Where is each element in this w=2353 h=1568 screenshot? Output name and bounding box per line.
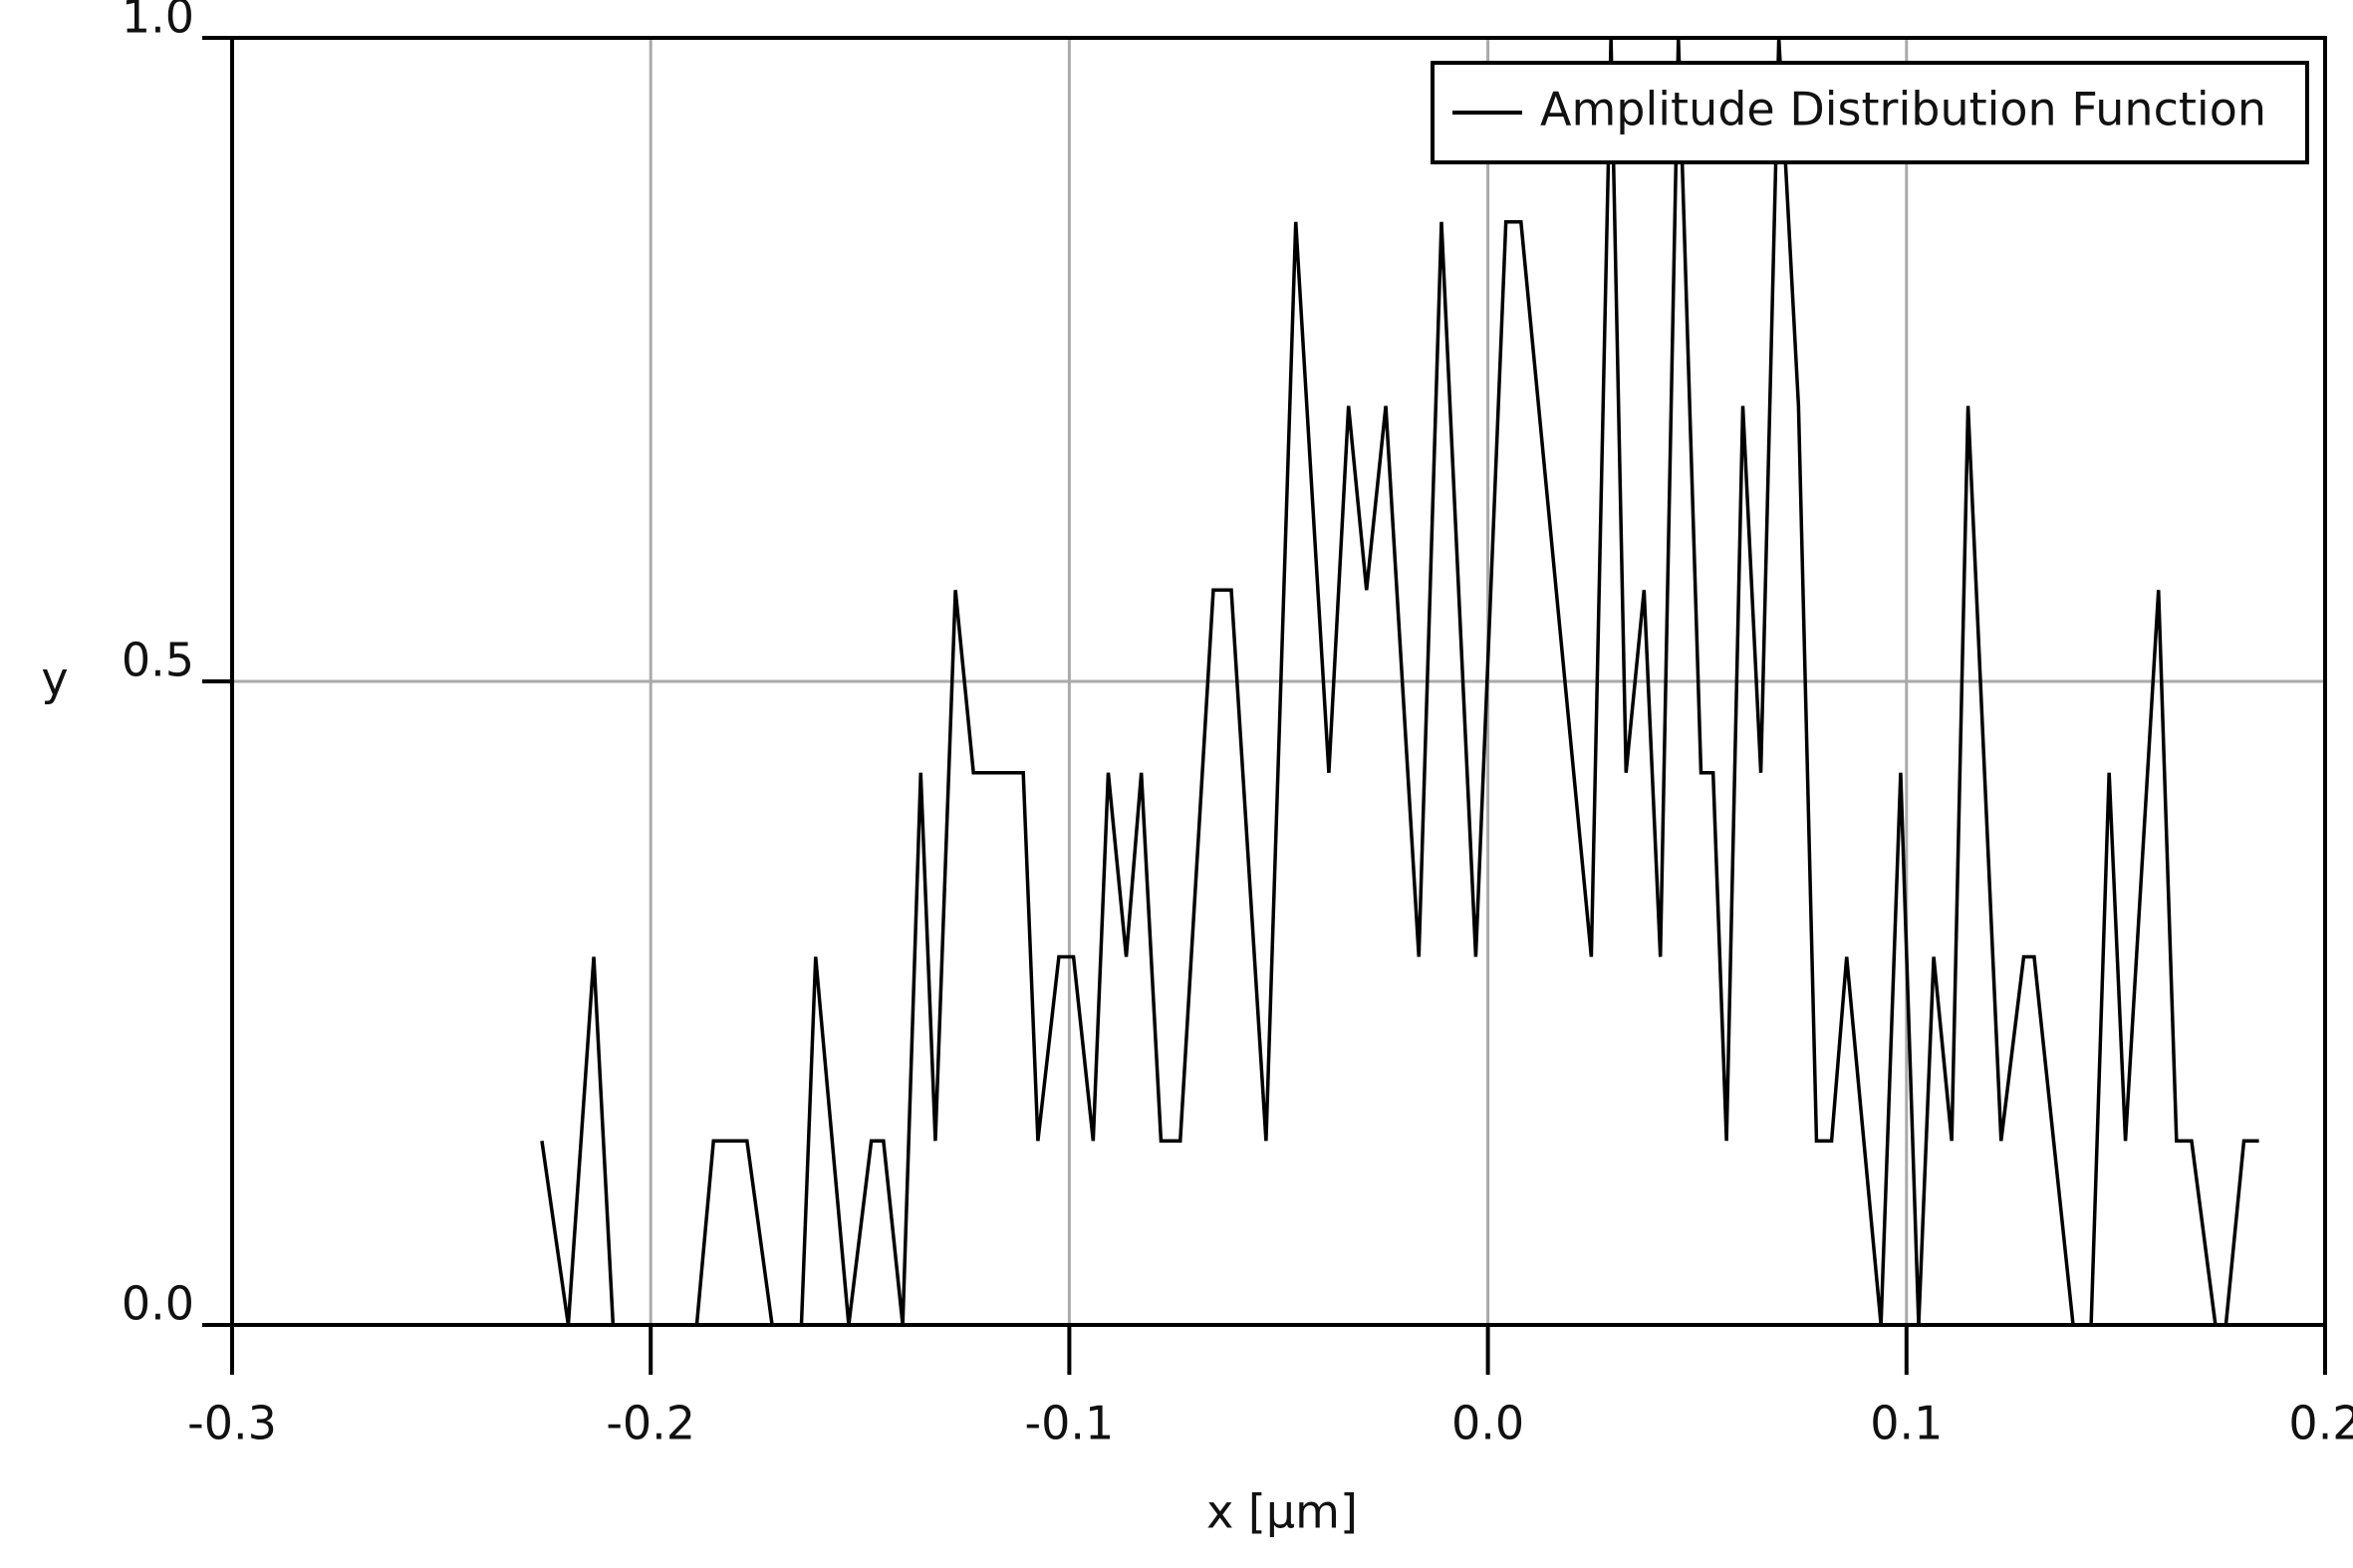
x-tick-label: -0.3 <box>187 1397 277 1450</box>
x-tick-label: 0.1 <box>1870 1397 1943 1450</box>
y-tick-label: 0.5 <box>122 634 194 687</box>
plot-frame <box>230 36 2327 1327</box>
data-line <box>540 37 2259 1327</box>
x-tick-label: 0.2 <box>2288 1397 2353 1450</box>
legend-label: Amplitude Distribution Function <box>1540 83 2266 136</box>
x-tick-label: 0.0 <box>1451 1397 1524 1450</box>
y-axis-label: y <box>41 653 68 706</box>
x-tick-label: -0.2 <box>606 1397 695 1450</box>
y-tick-label: 0.0 <box>122 1277 194 1331</box>
x-tick-label: -0.1 <box>1025 1397 1115 1450</box>
y-tick-label: 1.0 <box>122 0 194 44</box>
legend-box <box>1431 61 2309 164</box>
x-axis-label: x [µm] <box>1206 1485 1358 1539</box>
